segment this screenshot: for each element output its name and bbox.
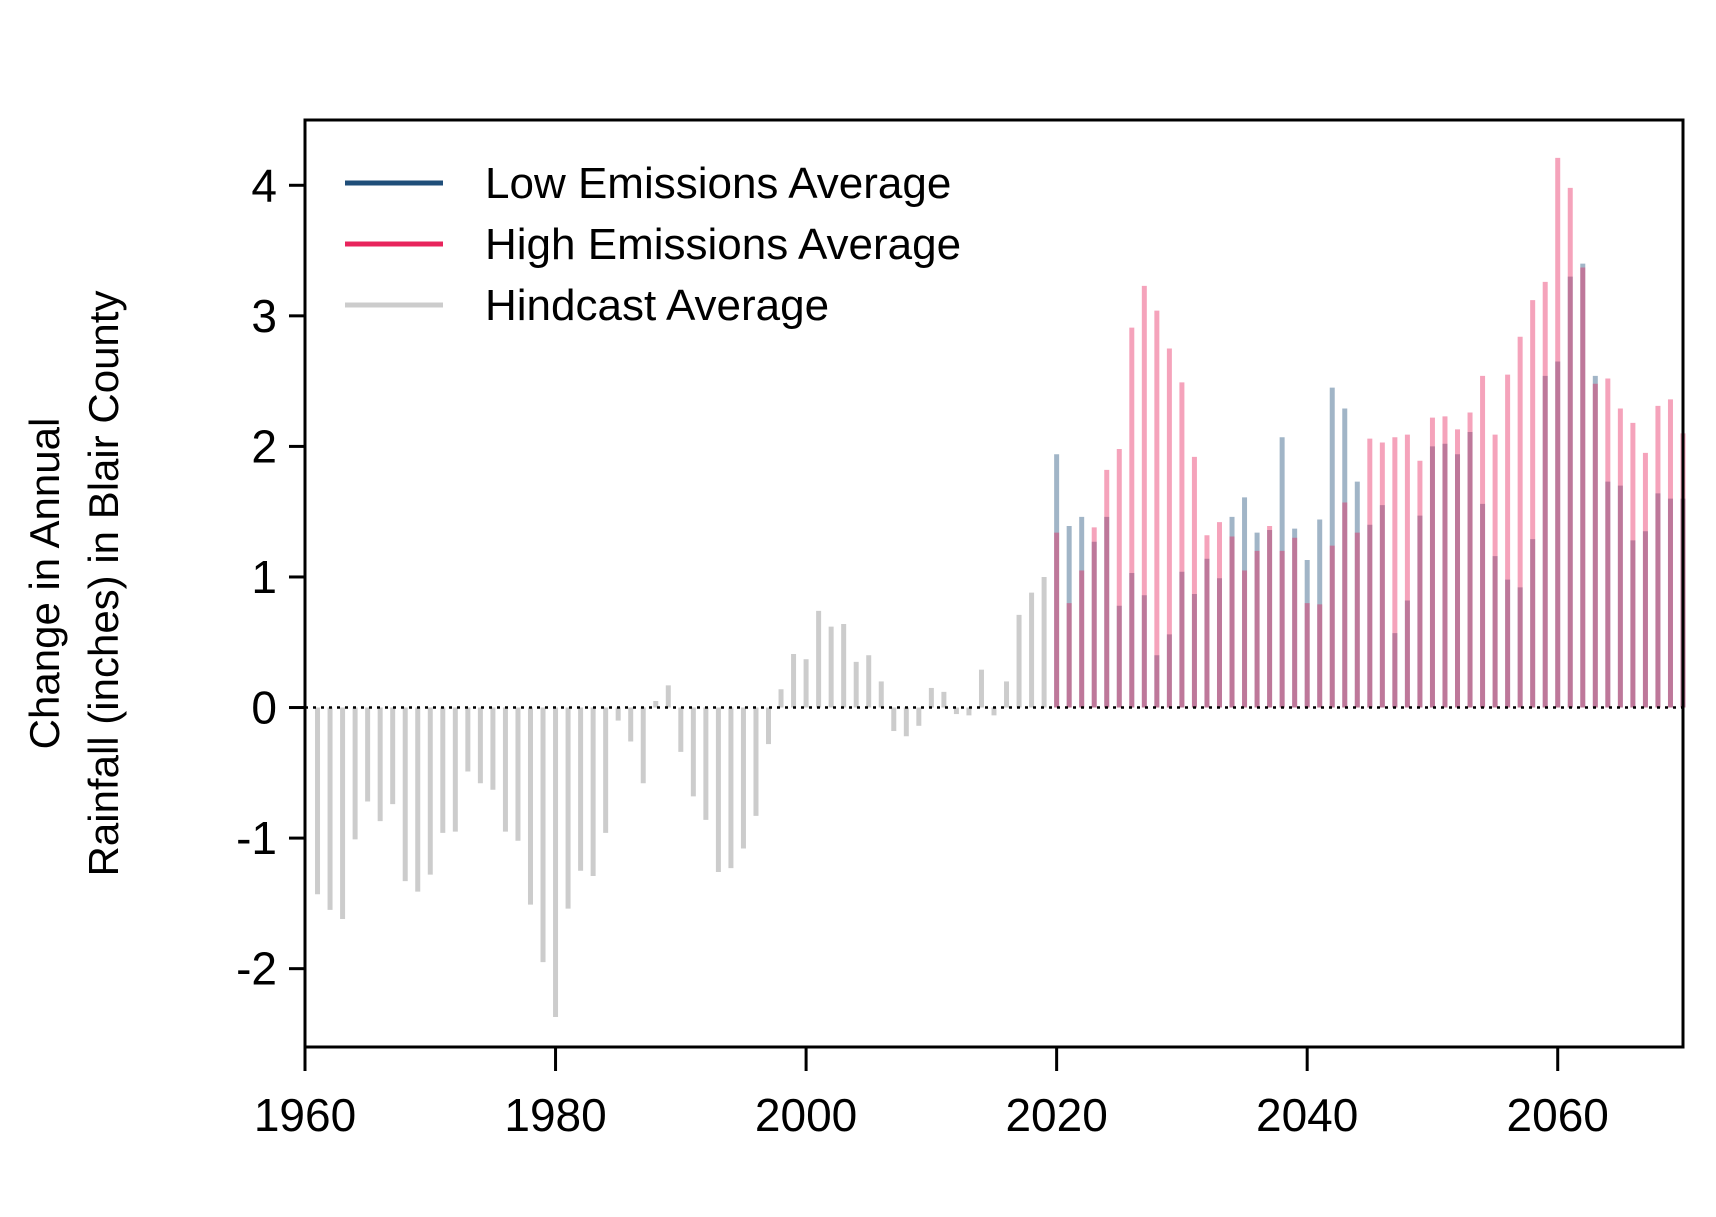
legend-label: High Emissions Average	[485, 220, 961, 269]
y-tick-label: 2	[251, 420, 277, 472]
legend-label: Low Emissions Average	[485, 159, 951, 208]
x-tick-label: 2040	[1256, 1089, 1358, 1141]
y-axis: -2 -1 0 1 2 3 4	[236, 159, 305, 995]
y-axis-label-line: Change in Annual	[21, 418, 68, 750]
y-tick-label: 4	[251, 159, 277, 211]
y-tick-label: -1	[236, 812, 277, 864]
x-tick-label: 2060	[1507, 1089, 1609, 1141]
legend-label: Hindcast Average	[485, 281, 829, 330]
y-tick-label: -2	[236, 943, 277, 995]
high-emissions-average-series	[1054, 157, 1686, 708]
legend-item: Hindcast Average	[345, 281, 829, 330]
low-emissions-average-series	[1054, 263, 1686, 708]
x-tick-label: 1980	[504, 1089, 606, 1141]
legend: Low Emissions Average High Emissions Aver…	[345, 159, 961, 330]
plot-frame	[303, 118, 1685, 1049]
legend-item: High Emissions Average	[345, 220, 961, 269]
bars-layer	[315, 157, 1686, 1017]
x-tick-label: 2020	[1005, 1089, 1107, 1141]
y-tick-label: 3	[251, 290, 277, 342]
axes-layer: -2 -1 0 1 2 3 4 1960 1980 2000 2020 2040 2060	[236, 159, 1609, 1141]
y-axis-label-line: Rainfall (inches) in Blair County	[80, 291, 127, 877]
x-tick-label: 1960	[254, 1089, 356, 1141]
y-tick-label: 0	[251, 682, 277, 734]
legend-item: Low Emissions Average	[345, 159, 951, 208]
x-tick-label: 2000	[755, 1089, 857, 1141]
x-axis: 1960 1980 2000 2020 2040 2060	[254, 1047, 1609, 1141]
hindcast-average-series	[315, 576, 1047, 1017]
y-axis-label: Change in Annual Rainfall (inches) in Bla…	[21, 291, 127, 877]
y-tick-label: 1	[251, 551, 277, 603]
